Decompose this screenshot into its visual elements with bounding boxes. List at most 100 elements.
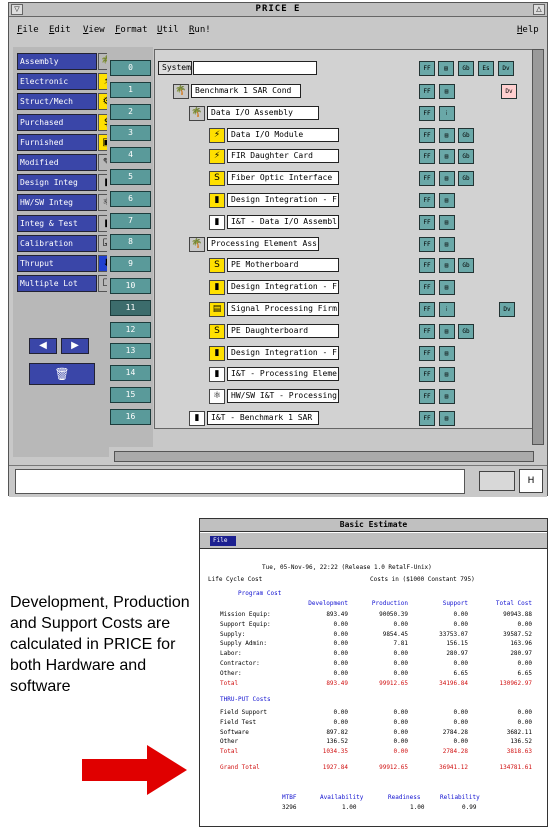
tree-node-action-button[interactable]: ▤ [438, 389, 455, 405]
tree-node-action-button[interactable]: FF [419, 280, 435, 296]
level-10-button[interactable]: 10 [110, 278, 151, 294]
level-5-button[interactable]: 5 [110, 169, 151, 185]
tree-node[interactable]: FIR Daughter Card [227, 149, 339, 164]
vertical-scrollbar[interactable] [532, 49, 544, 445]
horizontal-scrollbar[interactable] [114, 451, 534, 462]
tree-node[interactable]: Data I/O Assembly [207, 105, 319, 120]
tree-node-action-button[interactable]: Gb [458, 127, 474, 143]
level-3-button[interactable]: 3 [110, 125, 151, 142]
system-action-glb[interactable]: Gb [458, 61, 474, 76]
category-purchased-button[interactable]: Purchased$ [17, 113, 117, 131]
tree-node[interactable]: HW/SW I&T - Processing [227, 389, 339, 404]
level-13-button[interactable]: 13 [110, 343, 151, 360]
tree-node[interactable]: Fiber Optic Interface [227, 171, 339, 186]
tree-node-action-button[interactable]: FF [419, 323, 435, 339]
tree-node-action-button[interactable]: ▤ [438, 280, 455, 296]
tree-node-action-button[interactable]: ▤ [438, 258, 455, 274]
category-assembly-button[interactable]: Assembly🌴 [17, 53, 117, 70]
level-9-button[interactable]: 9 [110, 256, 151, 273]
tree-node-action-button[interactable]: FF [419, 367, 435, 383]
tree-node[interactable]: PE Daughterboard [227, 323, 339, 338]
tree-node-action-button[interactable]: FF [419, 389, 435, 405]
tree-node-action-button[interactable]: ▤ [438, 193, 455, 208]
tree-node-action-button[interactable]: FF [419, 193, 435, 208]
tree-node-action-button[interactable]: ▤ [438, 127, 455, 143]
tree-node[interactable]: Design Integration - F [227, 193, 339, 207]
tree-node-action-button[interactable]: Gb [458, 149, 474, 165]
tree-node-action-button[interactable]: FF [419, 171, 435, 187]
category-furnished-button[interactable]: Furnished▣ [17, 133, 117, 151]
tree-node-action-button[interactable]: ▤ [438, 171, 455, 187]
tree-node-action-button[interactable]: ▤ [438, 84, 455, 99]
tree-node[interactable]: I&T - Data I/O Assembl [227, 214, 339, 229]
system-field[interactable] [193, 61, 317, 75]
maximize-icon[interactable]: △ [533, 4, 545, 15]
level-6-button[interactable]: 6 [110, 190, 151, 207]
category-struct-mech-button[interactable]: Struct/Mech⚙ [17, 93, 117, 111]
tree-node[interactable]: Signal Processing Firm [227, 302, 339, 316]
tree-node[interactable]: Data I/O Module [227, 127, 339, 142]
category-modified-button[interactable]: Modified✎ [17, 154, 117, 171]
category-hw-sw-integ-button[interactable]: HW/SW Integ⚛ [17, 194, 117, 212]
status-help-button[interactable]: H [519, 469, 543, 493]
category-design-integ-button[interactable]: Design Integ▮ [17, 174, 117, 192]
tree-node[interactable]: I&T - Benchmark 1 SAR [207, 411, 319, 425]
tree-node-action-button[interactable]: ▤ [438, 367, 455, 383]
category-thruput-button[interactable]: Thruput⬇ [17, 255, 117, 272]
tree-node-action-button[interactable]: ▤ [438, 345, 455, 361]
tree-node-action-button[interactable]: FF [419, 105, 435, 121]
level-1-button[interactable]: 1 [110, 81, 151, 98]
level-7-button[interactable]: 7 [110, 212, 151, 229]
tree-node-action-button[interactable]: ▤ [438, 214, 455, 230]
system-action-ff[interactable]: FF [419, 61, 435, 76]
tree-node-action-button[interactable]: ▤ [438, 149, 455, 165]
tree-node-action-button[interactable]: FF [419, 345, 435, 361]
system-action-calc[interactable]: ▤ [438, 61, 454, 76]
category-electronic-button[interactable]: Electronic⚡ [17, 73, 117, 91]
system-action-esc[interactable]: Es [478, 61, 494, 76]
level-8-button[interactable]: 8 [110, 234, 151, 251]
level-4-button[interactable]: 4 [110, 147, 151, 164]
tree-node[interactable]: Design Integration - F [227, 280, 339, 295]
tree-node-action-button[interactable]: FF [419, 411, 435, 426]
menu-run[interactable]: Run! [189, 25, 211, 35]
tree-node-action-button[interactable]: Gb [458, 258, 474, 274]
menu-format[interactable]: Format [115, 25, 148, 35]
tree-node-action-button[interactable]: FF [419, 127, 435, 143]
tree-node-action-button[interactable]: FF [419, 84, 435, 99]
tree-node-action-button[interactable]: Gb [458, 171, 474, 187]
level-14-button[interactable]: 14 [110, 365, 151, 382]
tree-node-dev-button[interactable]: Dv [499, 302, 515, 317]
level-16-button[interactable]: 16 [110, 408, 151, 425]
menu-file[interactable]: File [17, 25, 39, 35]
tree-node-action-button[interactable]: ⁞ [438, 105, 455, 121]
right-arrow-button[interactable]: ▶ [61, 338, 89, 354]
category-multiple-lot-button[interactable]: Multiple Lot☐ [17, 275, 117, 293]
menu-help[interactable]: Help [517, 25, 539, 35]
tree-node-action-button[interactable]: ▤ [438, 323, 455, 339]
tree-node[interactable]: I&T - Processing Eleme [227, 367, 339, 382]
tree-node[interactable]: Benchmark 1 SAR Cond [191, 84, 301, 98]
system-action-dev[interactable]: Dv [498, 61, 514, 76]
level-15-button[interactable]: 15 [110, 387, 151, 403]
level-12-button[interactable]: 12 [110, 321, 151, 338]
level-11-button[interactable]: 11 [110, 299, 151, 316]
left-arrow-button[interactable]: ◀ [29, 338, 57, 354]
menu-view[interactable]: View [83, 25, 105, 35]
tree-node[interactable]: PE Motherboard [227, 258, 339, 273]
tree-node-action-button[interactable]: ⁞ [438, 302, 455, 317]
level-2-button[interactable]: 2 [110, 103, 151, 120]
tree-node-action-button[interactable]: ▤ [438, 236, 455, 252]
category-integ-test-button[interactable]: Integ & Test▮ [17, 214, 117, 232]
tree-node[interactable]: Design Integration - F [227, 345, 339, 360]
tree-node-action-button[interactable]: ▤ [438, 411, 455, 426]
menu-util[interactable]: Util [157, 25, 179, 35]
tree-node-action-button[interactable]: FF [419, 302, 435, 317]
tree-node-action-button[interactable]: FF [419, 149, 435, 165]
system-menu-icon[interactable]: ▽ [11, 4, 23, 15]
tree-node[interactable]: Processing Element Ass [207, 236, 319, 251]
tree-node-action-button[interactable]: FF [419, 258, 435, 274]
tree-node-action-button[interactable]: FF [419, 236, 435, 252]
tree-node-dev-button[interactable]: Dv [501, 84, 517, 99]
trash-icon[interactable]: 🗑 [29, 363, 95, 385]
